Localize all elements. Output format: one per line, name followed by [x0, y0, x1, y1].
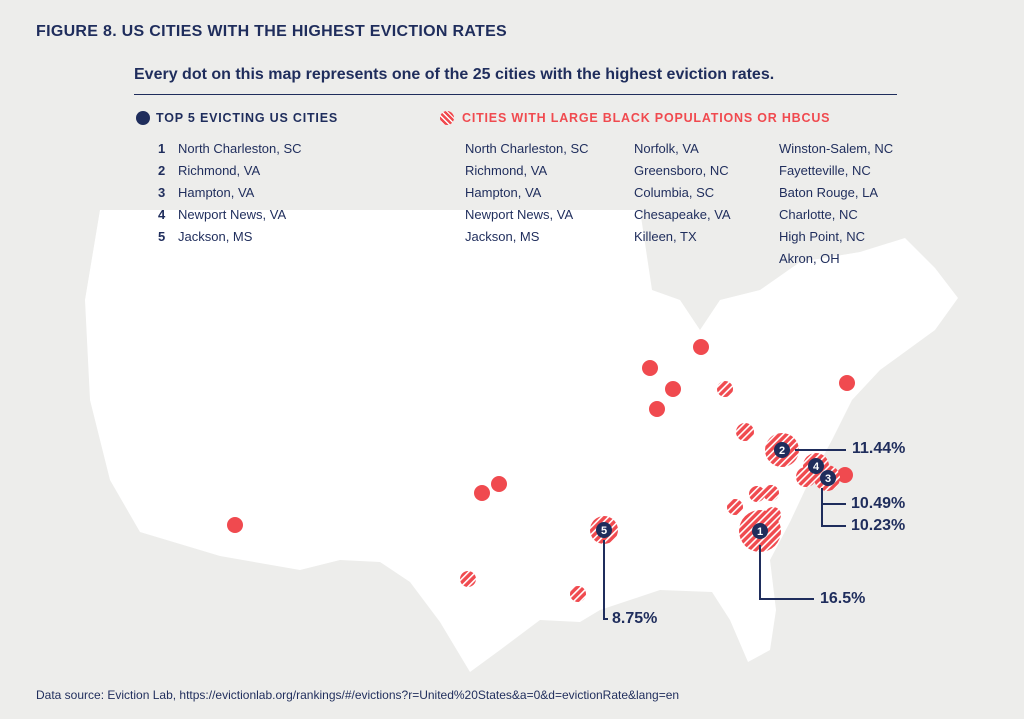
list-item: High Point, NC — [779, 229, 865, 244]
rate-jackson: 8.75% — [612, 610, 658, 627]
marker-4: 4 — [813, 461, 820, 473]
city: Newport News, VA — [178, 207, 287, 222]
list-item: Richmond, VA — [465, 163, 548, 178]
legend-top5-label: TOP 5 EVICTING US CITIES — [156, 111, 338, 125]
list-item: Fayetteville, NC — [779, 163, 871, 178]
striped-dot-icon — [440, 111, 454, 125]
legend-top5: TOP 5 EVICTING US CITIES — [136, 111, 338, 125]
rank-markers — [596, 442, 836, 539]
list-item: Akron, OH — [779, 251, 840, 266]
rank: 5 — [158, 229, 166, 244]
solid-dots — [227, 339, 855, 533]
rate-hampton: 10.23% — [851, 517, 906, 534]
marker-1: 1 — [757, 526, 763, 538]
rank: 2 — [158, 163, 166, 178]
list-item: North Charleston, SC — [465, 141, 589, 156]
list-item: Chesapeake, VA — [634, 207, 731, 222]
list-item: 4 Newport News, VA — [158, 204, 302, 226]
list-item: Baton Rouge, LA — [779, 185, 879, 200]
list-item: Killeen, TX — [634, 229, 697, 244]
list-item: Columbia, SC — [634, 185, 715, 200]
marker-2: 2 — [779, 445, 785, 457]
black-list-col1: North Charleston, SC Richmond, VA Hampto… — [465, 138, 589, 248]
divider — [134, 94, 897, 95]
list-item: 3 Hampton, VA — [158, 182, 302, 204]
data-source: Data source: Eviction Lab, https://evict… — [36, 688, 680, 702]
marker-3: 3 — [825, 473, 831, 485]
rate-north-charleston: 16.5% — [820, 590, 866, 607]
subtitle: Every dot on this map represents one of … — [134, 66, 775, 83]
city: Richmond, VA — [178, 163, 261, 178]
black-list-col3: Winston-Salem, NC Fayetteville, NC Baton… — [779, 138, 893, 270]
top5-list: 1 North Charleston, SC 2 Richmond, VA 3 Ham… — [158, 138, 302, 248]
list-item: Newport News, VA — [465, 207, 574, 222]
rank: 4 — [158, 207, 166, 222]
list-item: 5 Jackson, MS — [158, 226, 302, 248]
list-item: Jackson, MS — [465, 229, 540, 244]
list-item: 1 North Charleston, SC — [158, 138, 302, 160]
rate-richmond: 11.44% — [852, 440, 906, 457]
marker-5: 5 — [601, 525, 607, 537]
navy-dot-icon — [136, 111, 150, 125]
rank: 1 — [158, 141, 166, 156]
rank: 3 — [158, 185, 166, 200]
city: Hampton, VA — [178, 185, 255, 200]
rate-newport-news: 10.49% — [851, 495, 906, 512]
figure-title: FIGURE 8. US CITIES WITH THE HIGHEST EVI… — [36, 23, 508, 40]
list-item: Hampton, VA — [465, 185, 542, 200]
leader-lines — [603, 449, 846, 620]
black-list-col2: Norfolk, VA Greensboro, NC Columbia, SC … — [634, 138, 731, 248]
legend-black-label: CITIES WITH LARGE BLACK POPULATIONS OR H… — [462, 111, 831, 125]
us-land — [85, 210, 958, 672]
list-item: Winston-Salem, NC — [779, 141, 894, 156]
legend-black: CITIES WITH LARGE BLACK POPULATIONS OR H… — [440, 111, 830, 125]
city: Jackson, MS — [178, 229, 253, 244]
city: North Charleston, SC — [178, 141, 302, 156]
list-item: Charlotte, NC — [779, 207, 858, 222]
list-item: Greensboro, NC — [634, 163, 729, 178]
list-item: Norfolk, VA — [634, 141, 699, 156]
list-item: 2 Richmond, VA — [158, 160, 302, 182]
